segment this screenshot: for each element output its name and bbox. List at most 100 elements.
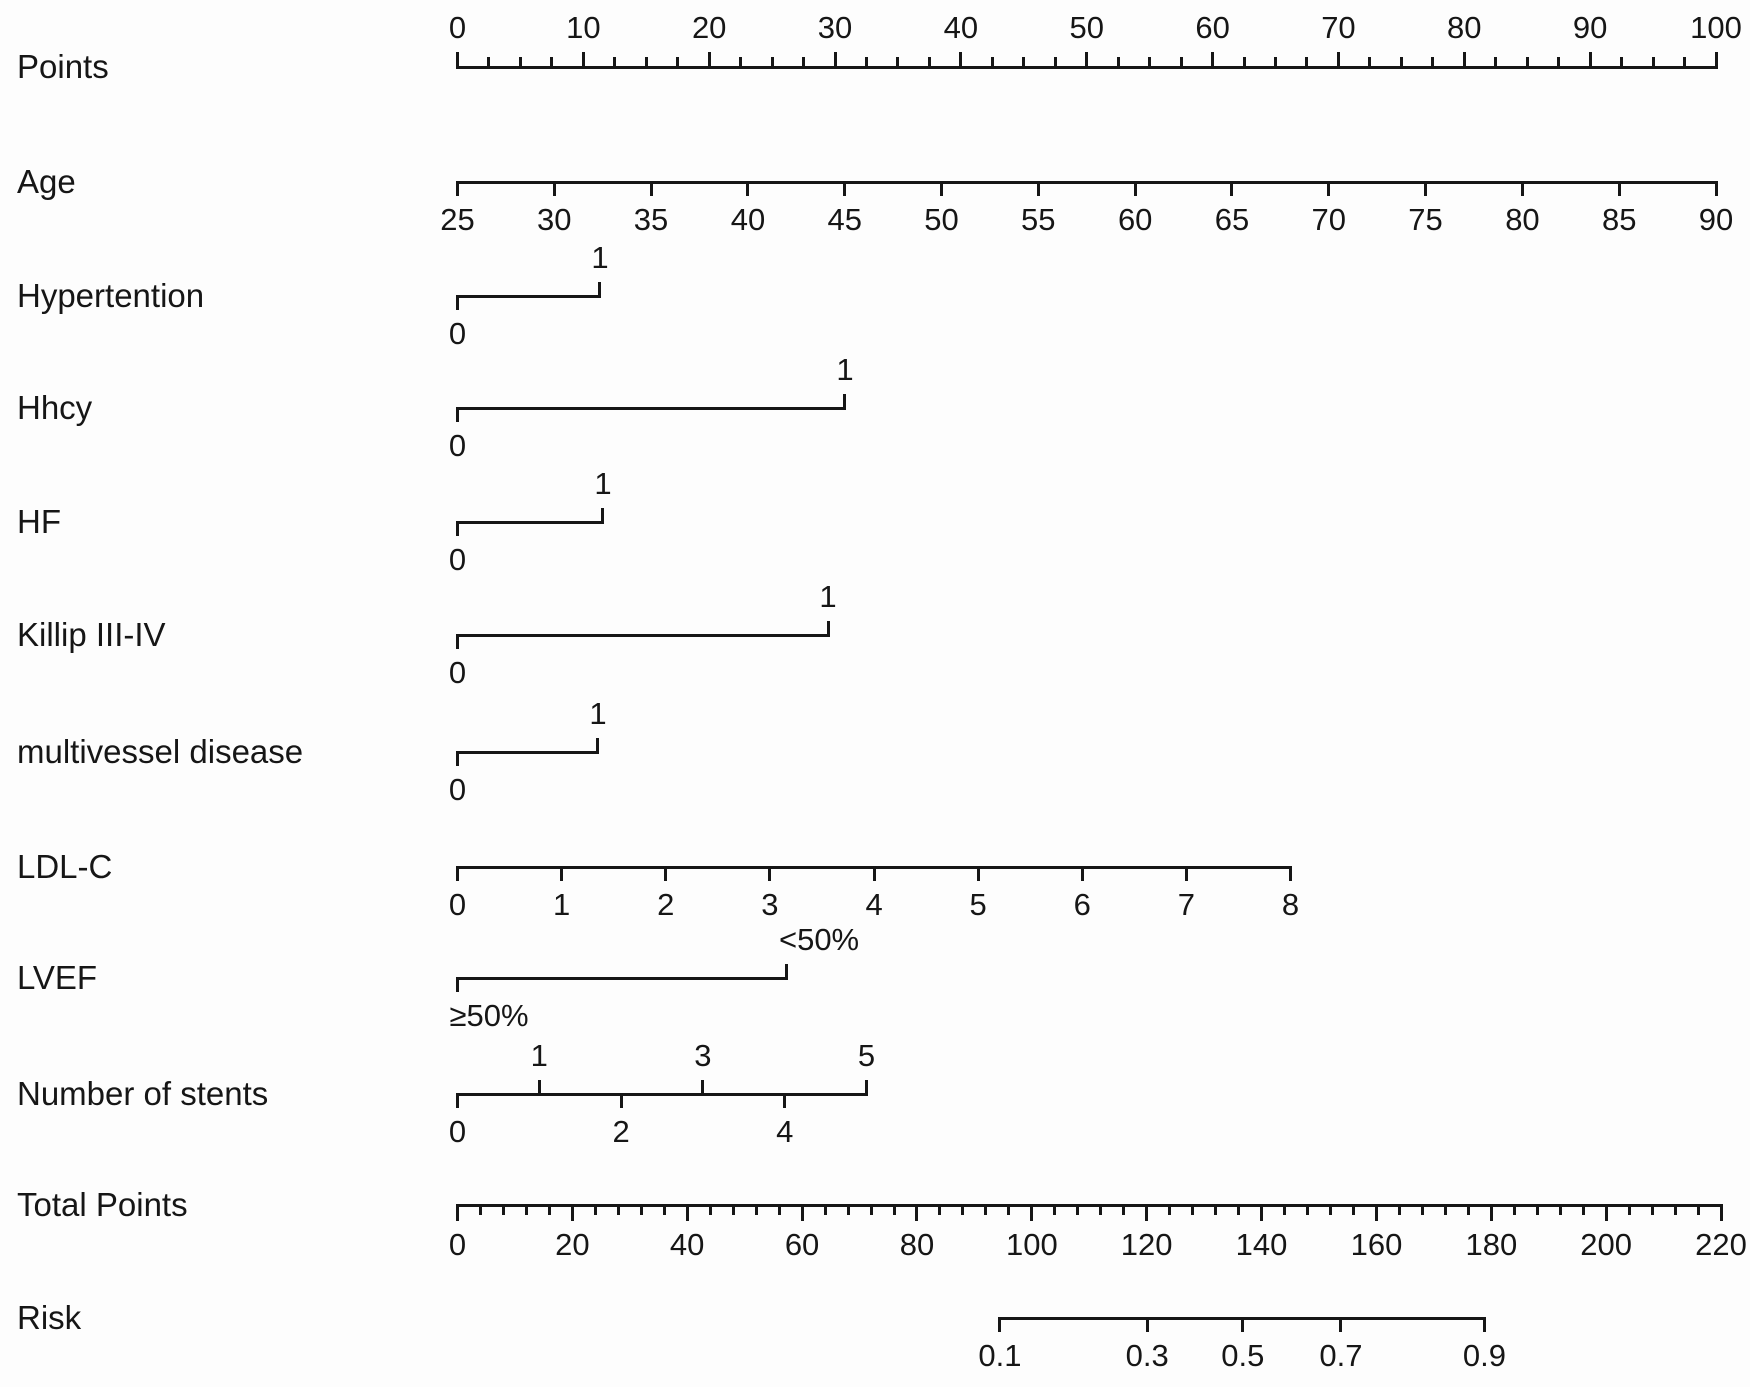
ldlc-tick bbox=[664, 867, 668, 881]
points-tick bbox=[581, 52, 585, 67]
points-tick-label: 90 bbox=[1572, 10, 1608, 45]
points-minor-tick bbox=[1116, 57, 1120, 67]
points-minor-tick bbox=[1022, 57, 1026, 67]
total_points-minor-tick bbox=[1627, 1205, 1631, 1215]
total_points-minor-tick bbox=[846, 1205, 850, 1215]
ldlc-tick bbox=[560, 867, 564, 881]
points-tick bbox=[1462, 52, 1466, 67]
age-tick bbox=[940, 182, 944, 196]
row-label-hf: HF bbox=[17, 503, 61, 540]
ldlc-tick-label: 4 bbox=[865, 887, 883, 922]
total_points-tick-label: 120 bbox=[1120, 1227, 1173, 1262]
lvef-tick bbox=[456, 978, 459, 992]
total_points-tick bbox=[1260, 1205, 1264, 1221]
age-tick bbox=[1036, 182, 1040, 196]
row-label-risk: Risk bbox=[17, 1299, 82, 1336]
points-minor-tick bbox=[1683, 57, 1687, 67]
total_points-minor-tick bbox=[524, 1205, 528, 1215]
age-tick bbox=[649, 182, 653, 196]
age-tick-label: 35 bbox=[633, 202, 669, 237]
age-axis-line bbox=[456, 180, 1718, 184]
age-tick bbox=[843, 182, 847, 196]
age-tick-label: 25 bbox=[440, 202, 475, 237]
lvef-axis-line bbox=[456, 976, 789, 980]
hypertention-tick bbox=[598, 282, 602, 296]
total_points-minor-tick bbox=[1214, 1205, 1218, 1215]
total_points-minor-tick bbox=[777, 1205, 781, 1215]
age-tick bbox=[1714, 182, 1718, 196]
stents-tick bbox=[619, 1094, 623, 1108]
ldlc-tick-label: 1 bbox=[552, 887, 571, 922]
points-minor-tick bbox=[1242, 57, 1246, 67]
total_points-minor-tick bbox=[1397, 1205, 1401, 1215]
total_points-minor-tick bbox=[478, 1205, 482, 1215]
hf-tick-label: 0 bbox=[448, 542, 467, 577]
total_points-tick bbox=[1719, 1205, 1723, 1221]
stents-tick bbox=[701, 1080, 705, 1094]
hhcy-axis-line bbox=[456, 406, 847, 410]
risk-tick bbox=[1482, 1318, 1486, 1332]
risk-tick-label: 0.3 bbox=[1125, 1338, 1169, 1373]
total_points-minor-tick bbox=[1007, 1205, 1011, 1215]
total_points-minor-tick bbox=[1650, 1205, 1654, 1215]
multivessel-tick bbox=[596, 738, 600, 752]
points-minor-tick bbox=[1431, 57, 1435, 67]
row-label-hypertention: Hypertention bbox=[17, 277, 205, 314]
stents-tick bbox=[783, 1094, 787, 1108]
total_points-tick bbox=[1374, 1205, 1378, 1221]
points-minor-tick bbox=[1525, 57, 1529, 67]
lvef-tick-label: ≥50% bbox=[449, 998, 529, 1033]
total_points-minor-tick bbox=[984, 1205, 988, 1215]
total_points-tick bbox=[685, 1205, 689, 1221]
multivessel-tick-label: 1 bbox=[589, 696, 607, 731]
total_points-axis-line bbox=[456, 1203, 1723, 1207]
row-label-killip: Killip III-IV bbox=[17, 616, 166, 653]
total_points-minor-tick bbox=[1283, 1205, 1287, 1215]
ldlc-tick-label: 3 bbox=[761, 887, 779, 922]
total_points-minor-tick bbox=[593, 1205, 597, 1215]
multivessel-tick bbox=[456, 752, 459, 766]
total_points-tick bbox=[1030, 1205, 1034, 1221]
risk-tick-label: 0.9 bbox=[1462, 1338, 1506, 1373]
stents-tick-label: 4 bbox=[776, 1114, 794, 1149]
total_points-tick-label: 20 bbox=[555, 1227, 590, 1262]
age-tick bbox=[1520, 182, 1524, 196]
total_points-tick-label: 200 bbox=[1580, 1227, 1632, 1262]
stents-tick bbox=[456, 1094, 459, 1108]
points-tick bbox=[456, 52, 459, 67]
points-minor-tick bbox=[1557, 57, 1561, 67]
points-tick-label: 40 bbox=[943, 10, 979, 45]
hf-tick bbox=[456, 522, 459, 536]
age-tick-label: 60 bbox=[1117, 202, 1153, 237]
total_points-tick-label: 160 bbox=[1350, 1227, 1403, 1262]
total_points-tick bbox=[800, 1205, 804, 1221]
total_points-minor-tick bbox=[731, 1205, 735, 1215]
hhcy-tick-label: 1 bbox=[836, 352, 854, 387]
points-tick-label: 30 bbox=[817, 10, 853, 45]
points-minor-tick bbox=[518, 57, 522, 67]
row-label-total_points: Total Points bbox=[17, 1186, 188, 1223]
points-tick bbox=[1336, 52, 1340, 67]
row-label-ldlc: LDL-C bbox=[17, 848, 113, 885]
row-label-points: Points bbox=[17, 48, 109, 85]
lvef-tick bbox=[785, 964, 789, 978]
total_points-minor-tick bbox=[1168, 1205, 1172, 1215]
ldlc-tick bbox=[872, 867, 876, 881]
total_points-tick bbox=[1489, 1205, 1493, 1221]
total_points-minor-tick bbox=[1696, 1205, 1700, 1215]
age-tick bbox=[1230, 182, 1234, 196]
row-label-lvef: LVEF bbox=[17, 959, 98, 996]
points-minor-tick bbox=[990, 57, 994, 67]
hypertention-tick-label: 1 bbox=[591, 240, 609, 275]
points-tick bbox=[1588, 52, 1592, 67]
risk-tick bbox=[998, 1318, 1002, 1332]
age-tick bbox=[552, 182, 556, 196]
risk-tick-label: 0.1 bbox=[978, 1338, 1022, 1373]
hhcy-tick-label: 0 bbox=[448, 428, 467, 463]
killip-tick bbox=[456, 635, 459, 649]
total_points-minor-tick bbox=[1122, 1205, 1126, 1215]
points-minor-tick bbox=[770, 57, 774, 67]
stents-axis-line bbox=[456, 1092, 868, 1096]
points-minor-tick bbox=[1305, 57, 1309, 67]
